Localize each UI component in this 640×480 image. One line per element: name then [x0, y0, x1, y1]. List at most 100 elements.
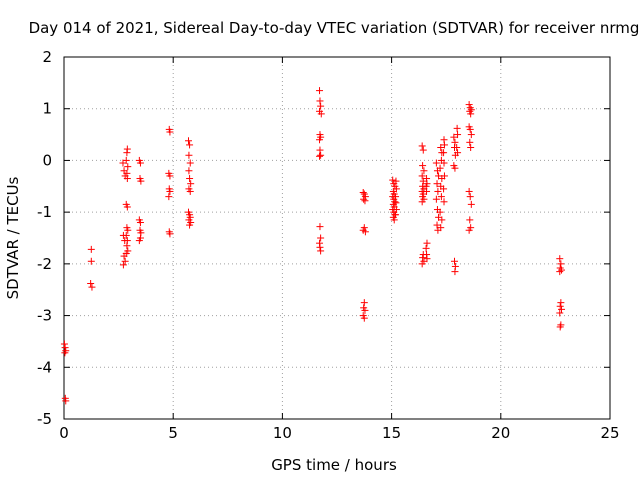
data-point: [438, 216, 446, 224]
data-point: [186, 175, 194, 183]
data-point: [434, 187, 442, 195]
data-point: [419, 254, 427, 262]
data-point: [121, 257, 129, 265]
y-axis-label: SDTVAR / TECUs: [4, 176, 22, 299]
data-point: [440, 149, 448, 157]
data-point: [360, 195, 368, 203]
data-point: [123, 242, 131, 250]
data-point: [440, 198, 448, 206]
data-point: [418, 142, 426, 150]
data-point: [440, 141, 448, 149]
data-point: [62, 397, 70, 405]
data-point: [556, 309, 564, 317]
data-point: [465, 226, 473, 234]
data-point: [423, 187, 431, 195]
data-point: [389, 176, 397, 184]
y-tick-label: -4: [37, 358, 52, 376]
data-point: [359, 188, 367, 196]
data-point: [450, 257, 458, 265]
data-point: [433, 221, 441, 229]
data-point: [432, 195, 440, 203]
data-point: [392, 211, 400, 219]
data-point: [317, 102, 325, 110]
data-point: [392, 185, 400, 193]
data-point: [166, 128, 174, 136]
data-point: [556, 323, 564, 331]
data-point: [317, 151, 325, 159]
data-point: [122, 250, 130, 258]
data-point: [316, 243, 324, 251]
x-tick-label: 10: [273, 424, 292, 442]
data-point: [453, 144, 461, 151]
data-point: [186, 187, 194, 195]
data-point: [87, 280, 95, 288]
x-tick-label: 5: [168, 424, 178, 442]
data-point: [440, 172, 448, 180]
data-point: [392, 193, 400, 201]
data-point: [466, 193, 474, 201]
data-point: [317, 247, 325, 255]
y-tick-label: -2: [37, 255, 52, 273]
data-point: [87, 245, 95, 253]
x-tick-label: 15: [382, 424, 401, 442]
data-point: [558, 305, 566, 313]
data-point: [61, 349, 69, 357]
y-tick-label: 1: [42, 100, 52, 118]
x-tick-label: 25: [600, 424, 619, 442]
data-point: [467, 144, 475, 151]
data-point: [361, 228, 369, 236]
data-points: [60, 87, 566, 405]
data-point: [186, 221, 194, 229]
y-tick-label: -1: [37, 203, 52, 221]
data-point: [453, 124, 461, 132]
data-point: [466, 216, 474, 224]
data-point: [186, 141, 194, 149]
data-point: [392, 177, 400, 185]
y-tick-label: -5: [37, 410, 52, 428]
data-point: [317, 110, 325, 118]
axis-ticks: 0 5 10 15 20 25 -5 -4 -3 -2 -1 0 1 2: [37, 48, 620, 442]
data-point: [185, 167, 193, 175]
data-point: [392, 206, 400, 214]
data-point: [450, 133, 458, 141]
data-point: [433, 180, 441, 188]
x-tick-label: 20: [491, 424, 510, 442]
data-point: [556, 268, 564, 276]
data-point: [465, 187, 473, 195]
y-tick-label: 2: [42, 48, 52, 66]
data-point: [558, 266, 566, 274]
data-point: [136, 218, 144, 226]
data-point: [187, 180, 195, 188]
data-point: [418, 260, 426, 268]
grid-lines: [64, 57, 610, 419]
data-point: [165, 193, 173, 201]
data-point: [419, 162, 427, 170]
data-point: [88, 283, 96, 291]
data-point: [135, 237, 143, 245]
data-point: [316, 223, 324, 231]
data-point: [454, 149, 462, 157]
data-point: [466, 138, 474, 146]
chart-title: Day 014 of 2021, Sidereal Day-to-day VTE…: [29, 19, 640, 37]
data-point: [124, 163, 132, 171]
data-point: [316, 136, 324, 144]
data-point: [437, 193, 445, 201]
data-point: [122, 231, 130, 239]
data-point: [136, 159, 144, 167]
data-point: [124, 226, 132, 234]
data-point: [440, 159, 448, 167]
data-point: [60, 340, 68, 348]
data-point: [361, 197, 369, 205]
data-point: [436, 208, 444, 216]
data-point: [390, 216, 398, 224]
data-point: [465, 101, 473, 109]
x-tick-label: 0: [59, 424, 69, 442]
y-tick-label: -3: [37, 307, 52, 325]
data-point: [316, 152, 324, 160]
data-point: [316, 146, 324, 154]
data-point: [451, 164, 459, 172]
data-point: [166, 230, 174, 238]
data-point: [556, 302, 564, 310]
data-point: [123, 145, 131, 153]
